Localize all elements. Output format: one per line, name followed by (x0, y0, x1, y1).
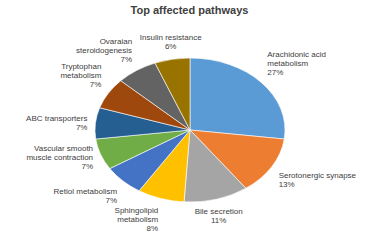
labels: Arachidonic acidmetabolism27%Serotonergi… (26, 33, 356, 233)
label-line: muscle contraction (26, 153, 93, 162)
slice (190, 58, 285, 139)
label-line: Serotonergic synapse (279, 171, 357, 180)
data-label: 7% (82, 162, 94, 171)
label-line: Insulin resistance (140, 33, 202, 42)
category-label: Ovaraiansteroidogenesis (76, 37, 132, 55)
label-line: Sphingolipid (115, 206, 159, 215)
label-line: steroidogenesis (76, 46, 132, 55)
label-line: metabolism (60, 71, 101, 80)
label-line: metabolism (117, 215, 158, 224)
data-label: 7% (106, 196, 118, 205)
category-label: Arachidonic acidmetabolism (267, 50, 326, 68)
data-label: 6% (165, 42, 177, 51)
label-line: metabolism (267, 59, 308, 68)
category-label: Sphingolipidmetabolism (115, 206, 159, 224)
label-line: Arachidonic acid (267, 50, 326, 59)
slice (155, 58, 190, 130)
data-label: 7% (90, 80, 102, 89)
label-line: Retiol metabolism (54, 187, 118, 196)
chart: Top affected pathwaysArachidonic acidmet… (0, 0, 379, 243)
label-line: Bile secretion (195, 207, 243, 216)
pie (95, 58, 285, 202)
data-label: 7% (121, 55, 133, 64)
label-line: Vascular smooth (34, 144, 93, 153)
data-label: 27% (267, 68, 283, 77)
category-label: Bile secretion (195, 207, 243, 216)
label-line: Tryptophan (61, 62, 101, 71)
category-label: Retiol metabolism (54, 187, 118, 196)
category-label: Insulin resistance (140, 33, 202, 42)
data-label: 8% (147, 224, 159, 233)
category-label: Vascular smoothmuscle contraction (26, 144, 93, 162)
category-label: Tryptophanmetabolism (60, 62, 101, 80)
data-label: 13% (279, 180, 295, 189)
slice (184, 130, 246, 202)
category-label: Serotonergic synapse (279, 171, 357, 180)
data-label: 7% (76, 123, 88, 132)
category-label: ABC transporters (26, 114, 87, 123)
label-line: ABC transporters (26, 114, 87, 123)
label-line: Ovaraian (100, 37, 132, 46)
title: Top affected pathways (131, 4, 249, 16)
data-label: 11% (211, 216, 226, 225)
